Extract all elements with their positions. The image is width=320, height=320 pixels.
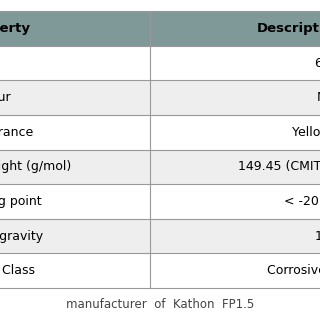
Text: r gravity: r gravity <box>0 230 44 243</box>
Text: 1.04: 1.04 <box>315 230 320 243</box>
Bar <box>0 219 320 253</box>
Text: Mild: Mild <box>317 91 320 104</box>
Text: Description: Description <box>256 22 320 35</box>
Text: ng point: ng point <box>0 195 42 208</box>
Bar <box>0 46 320 80</box>
Text: Corrosive m: Corrosive m <box>268 264 320 277</box>
Bar <box>0 184 320 219</box>
Text: perty: perty <box>0 22 30 35</box>
Bar <box>0 115 320 150</box>
Text: Yellow, l: Yellow, l <box>292 126 320 139</box>
Text: 149.45 (CMIT), 1: 149.45 (CMIT), 1 <box>238 160 320 173</box>
Bar <box>0 150 320 184</box>
Text: our: our <box>0 91 11 104</box>
Text: 6-Ap: 6-Ap <box>314 57 320 70</box>
Text: < -20°C (: < -20°C ( <box>284 195 320 208</box>
Text: d Class: d Class <box>0 264 36 277</box>
Text: manufacturer  of  Kathon  FP1.5: manufacturer of Kathon FP1.5 <box>66 298 254 310</box>
Bar <box>0 80 320 115</box>
Text: eight (g/mol): eight (g/mol) <box>0 160 72 173</box>
Bar <box>0 11 320 46</box>
Bar <box>0 11 320 288</box>
Text: arance: arance <box>0 126 34 139</box>
Bar <box>0 253 320 288</box>
